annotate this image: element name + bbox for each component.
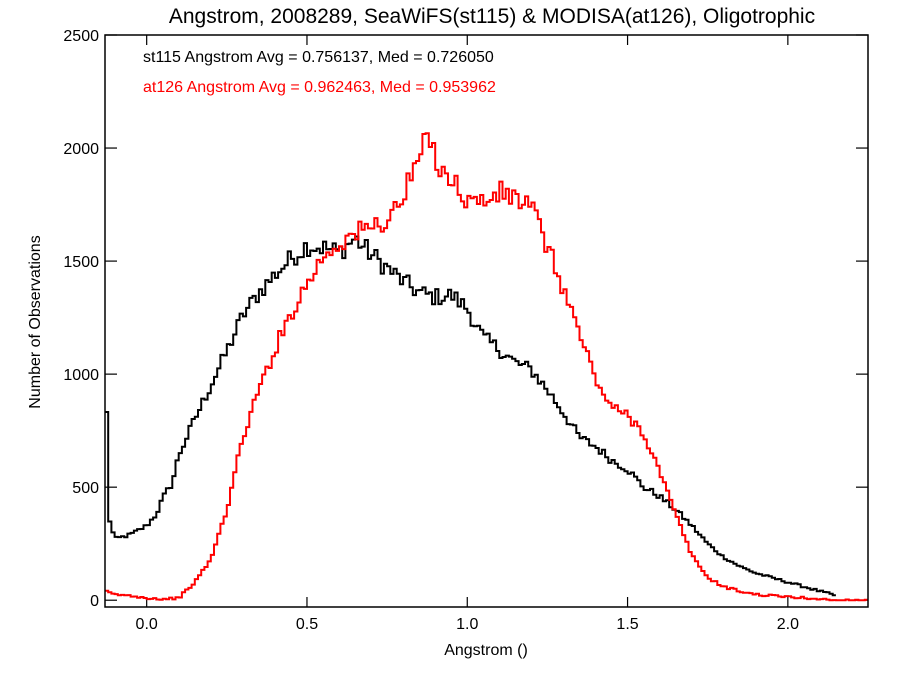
y-tick-label: 1500 xyxy=(63,254,99,271)
axis-ticks: 0.0 0.5 1.0 1.5 2.0 0 500 1000 1500 2000 2500 xyxy=(63,28,868,633)
x-tick-label: 0.5 xyxy=(296,616,318,633)
y-tick-label: 1000 xyxy=(63,367,99,384)
y-tick-label: 500 xyxy=(72,480,99,497)
series-line-1 xyxy=(105,132,868,602)
y-tick-label: 0 xyxy=(90,593,99,610)
plot-frame xyxy=(104,34,869,608)
y-tick-label: 2000 xyxy=(63,141,99,158)
y-tick-label: 2500 xyxy=(63,28,99,45)
annotation-at126: at126 Angstrom Avg = 0.962463, Med = 0.9… xyxy=(143,79,496,96)
series-line-0 xyxy=(105,235,836,597)
annotation-st115: st115 Angstrom Avg = 0.756137, Med = 0.7… xyxy=(143,49,494,66)
x-tick-label: 2.0 xyxy=(777,616,799,633)
series-layer xyxy=(105,132,868,602)
x-tick-label: 1.0 xyxy=(456,616,478,633)
chart-title: Angstrom, 2008289, SeaWiFS(st115) & MODI… xyxy=(169,5,815,28)
x-tick-label: 0.0 xyxy=(136,616,158,633)
y-axis-label: Number of Observations xyxy=(27,235,44,408)
x-tick-label: 1.5 xyxy=(616,616,638,633)
x-axis-label: Angstrom () xyxy=(444,642,528,659)
